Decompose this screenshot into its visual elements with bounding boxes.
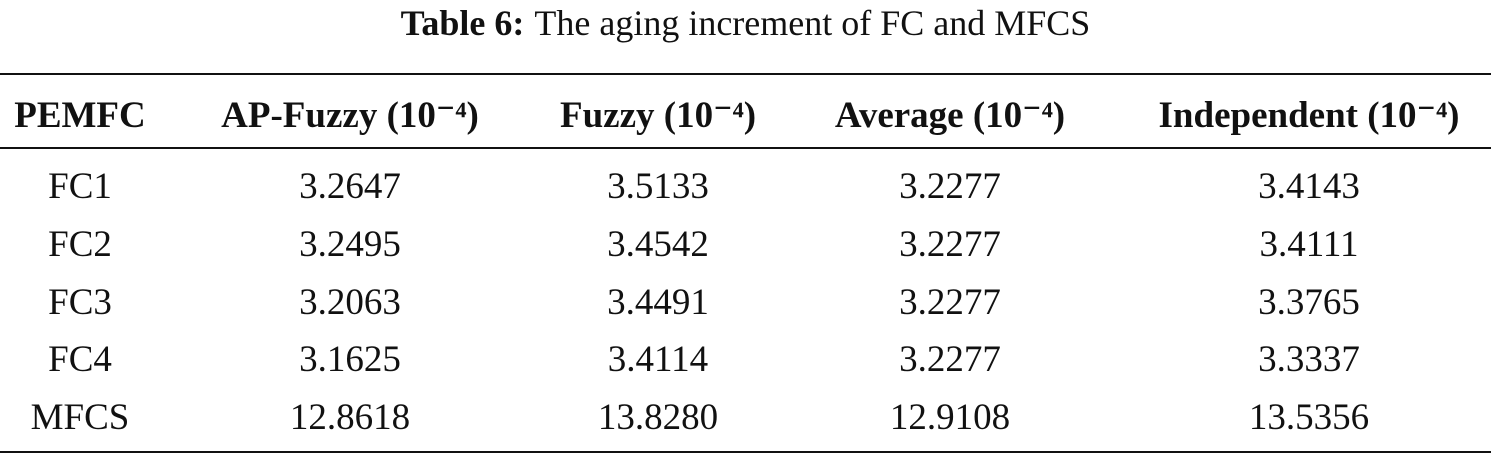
caption-label: Table 6: (400, 3, 525, 43)
table-cell: 3.4143 (1258, 166, 1360, 207)
table-cell: 12.9108 (889, 397, 1011, 439)
table-cell: 3.2277 (899, 223, 1001, 265)
table-cell: 3.4111 (1259, 223, 1359, 265)
table-cell: 3.2277 (899, 281, 1001, 323)
column-header: AP-Fuzzy (10⁻⁴) (221, 95, 479, 136)
table-cell: 3.5133 (607, 166, 709, 207)
column-header: Average (10⁻⁴) (834, 95, 1066, 136)
table-cell: 3.3765 (1258, 281, 1360, 323)
table-cell: 13.8280 (597, 397, 719, 439)
table-cell: 3.2277 (899, 166, 1001, 207)
row-label: FC3 (48, 281, 112, 323)
table-caption: Table 6: The aging increment of FC and MF… (0, 0, 1491, 46)
row-label: FC2 (48, 223, 112, 265)
table-cell: 3.2647 (299, 166, 401, 207)
top-rule (0, 73, 1491, 75)
table-cell: 3.3337 (1258, 339, 1360, 381)
table-cell: 13.5356 (1248, 397, 1370, 439)
column-header: Fuzzy (10⁻⁴) (559, 95, 757, 136)
table-cell: 3.2495 (299, 223, 401, 265)
table-cell: 3.1625 (299, 339, 401, 381)
caption-text: The aging increment of FC and MFCS (534, 3, 1091, 43)
bottom-rule (0, 451, 1491, 453)
table-cell: 3.2063 (299, 281, 401, 323)
column-header: Independent (10⁻⁴) (1158, 95, 1460, 136)
table-cell: 3.4491 (607, 281, 709, 323)
row-label: MFCS (30, 397, 130, 439)
row-label: FC1 (48, 166, 112, 207)
row-label: FC4 (48, 339, 112, 381)
mid-rule (0, 147, 1491, 149)
table-cell: 3.2277 (899, 339, 1001, 381)
table-cell: 3.4114 (607, 339, 709, 381)
column-header: PEMFC (14, 95, 146, 136)
table-cell: 12.8618 (289, 397, 411, 439)
table-cell: 3.4542 (607, 223, 709, 265)
